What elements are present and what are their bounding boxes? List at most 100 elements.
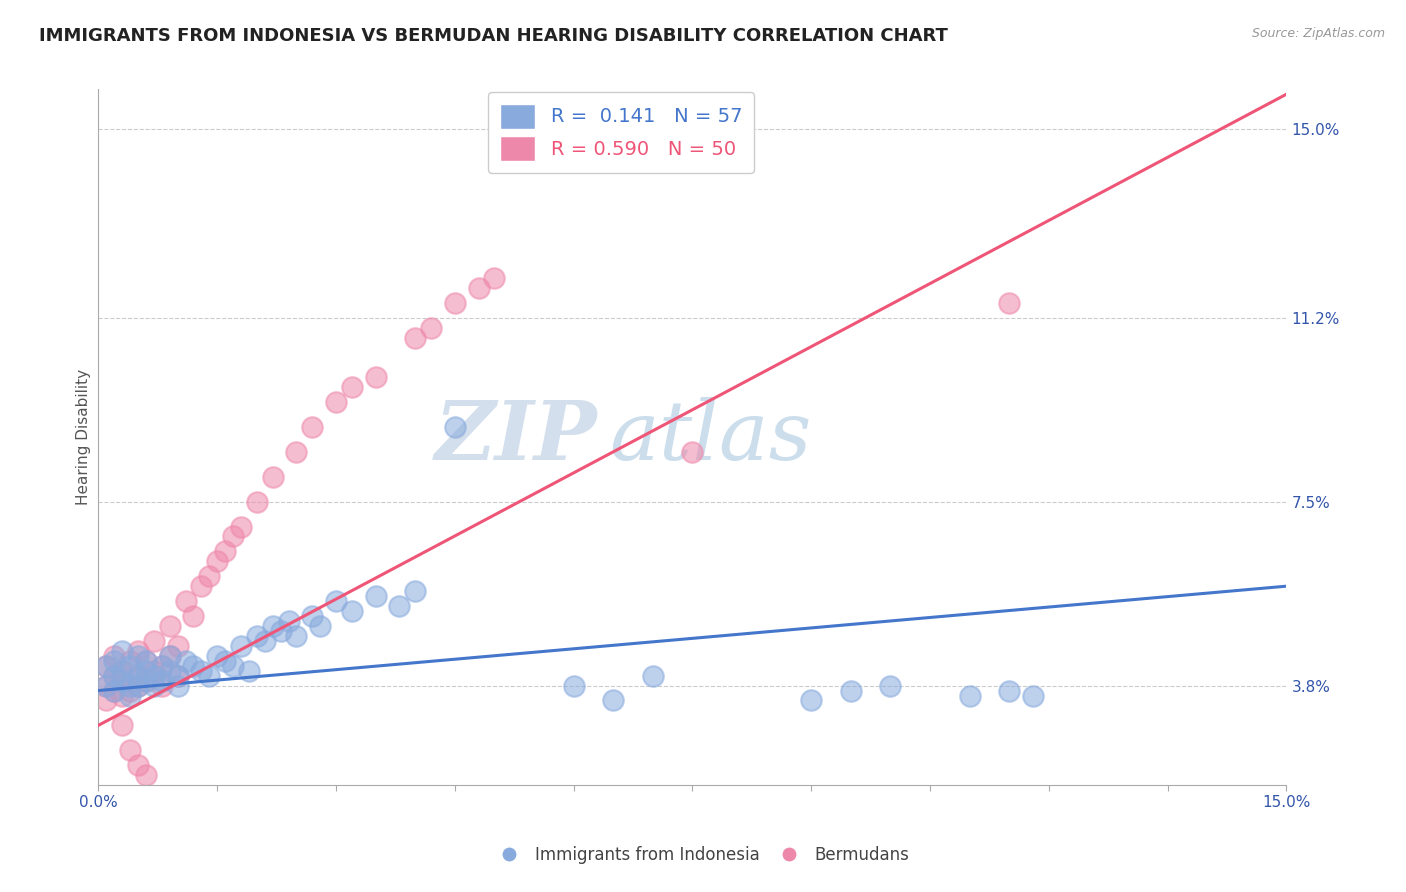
Point [127,668,149,682]
Point [641,668,664,682]
Point [142,679,165,693]
Point [277,614,299,628]
Point [262,619,284,633]
Legend: Immigrants from Indonesia, Bermudans: Immigrants from Indonesia, Bermudans [489,839,917,871]
Point [120,658,142,673]
Point [127,644,149,658]
Point [800,693,823,707]
Point [135,654,157,668]
Point [111,689,134,703]
Point [127,758,149,772]
Point [142,668,165,682]
Point [135,673,157,688]
Point [325,594,347,608]
Point [166,639,188,653]
Point [166,679,188,693]
Point [127,679,149,693]
Point [150,673,173,688]
Point [246,494,269,508]
Point [150,658,173,673]
Point [214,654,236,668]
Point [135,664,157,678]
Point [166,668,188,682]
Point [159,648,181,663]
Point [879,679,901,693]
Legend: R =  0.141   N = 57, R = 0.590   N = 50: R = 0.141 N = 57, R = 0.590 N = 50 [488,92,754,173]
Point [103,654,125,668]
Point [127,648,149,663]
Point [96,658,118,673]
Point [183,658,205,673]
Point [262,470,284,484]
Point [207,554,229,568]
Point [142,664,165,678]
Point [111,673,134,688]
Point [120,689,142,703]
Point [190,579,212,593]
Point [183,609,205,624]
Point [120,743,142,757]
Point [207,648,229,663]
Point [127,668,149,682]
Point [222,529,245,543]
Point [159,664,181,678]
Point [246,629,269,643]
Point [467,281,489,295]
Point [998,683,1021,698]
Point [166,668,188,682]
Point [959,689,981,703]
Point [190,664,212,678]
Point [1022,689,1045,703]
Point [174,594,197,608]
Point [142,633,165,648]
Point [404,331,426,345]
Point [111,644,134,658]
Point [120,679,142,693]
Point [103,668,125,682]
Point [562,679,585,693]
Y-axis label: Hearing Disability: Hearing Disability [76,369,91,505]
Point [839,683,862,698]
Point [127,679,149,693]
Point [103,683,125,698]
Point [111,664,134,678]
Point [420,320,443,334]
Point [444,420,467,434]
Point [159,619,181,633]
Point [238,664,260,678]
Point [135,673,157,688]
Point [96,658,118,673]
Point [444,296,467,310]
Point [309,619,332,633]
Point [111,673,134,688]
Point [364,589,387,603]
Point [484,271,506,285]
Point [214,544,236,558]
Point [120,654,142,668]
Point [325,395,347,409]
Text: Source: ZipAtlas.com: Source: ZipAtlas.com [1251,27,1385,40]
Text: atlas: atlas [609,397,811,477]
Point [388,599,411,613]
Point [174,654,197,668]
Point [135,654,157,668]
Point [111,664,134,678]
Point [253,633,276,648]
Point [602,693,624,707]
Text: IMMIGRANTS FROM INDONESIA VS BERMUDAN HEARING DISABILITY CORRELATION CHART: IMMIGRANTS FROM INDONESIA VS BERMUDAN HE… [39,27,948,45]
Point [301,420,323,434]
Point [96,679,118,693]
Point [150,679,173,693]
Point [340,380,363,394]
Point [998,296,1021,310]
Point [285,445,308,459]
Point [198,569,221,583]
Point [96,693,118,707]
Point [301,609,323,624]
Point [111,718,134,732]
Point [682,445,704,459]
Point [120,683,142,698]
Point [103,648,125,663]
Point [364,370,387,384]
Point [270,624,292,638]
